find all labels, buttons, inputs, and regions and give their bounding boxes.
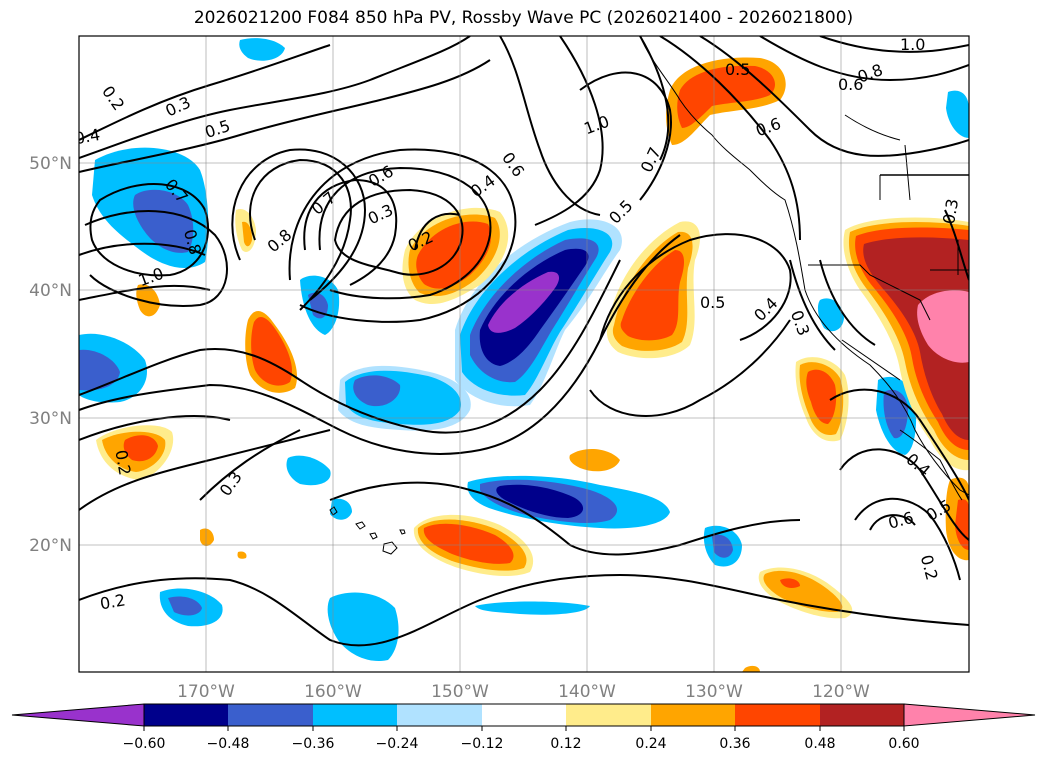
contour-label: 0.5 <box>725 60 750 79</box>
lon-label-150w: 150°W <box>431 682 489 702</box>
contour-labels: 0.2 0.3 0.4 0.5 0.5 0.6 0.7 0.8 1.0 0.7 … <box>73 35 962 613</box>
colorbar-segment <box>651 704 735 726</box>
colorbar-segment <box>820 704 904 726</box>
colorbar-segment <box>735 704 820 726</box>
map-frame <box>78 35 970 673</box>
colorbar-extend-high <box>903 703 1036 727</box>
colorbar-tick-label: 0.12 <box>550 736 581 752</box>
colorbar-segment <box>482 704 566 726</box>
lat-label-50n: 50°N <box>29 154 72 174</box>
contour-label: 0.3 <box>939 197 962 225</box>
longitude-labels: 170°W 160°W 150°W 140°W 130°W 120°W <box>177 682 870 702</box>
colorbar-tick-label: −0.24 <box>376 736 419 752</box>
contour-label: 0.6 <box>838 75 863 94</box>
colorbar-tick-label: 0.24 <box>635 736 666 752</box>
lon-label-130w: 130°W <box>685 682 743 702</box>
colorbar-segment <box>566 704 651 726</box>
latitude-labels: 50°N 40°N 30°N 20°N <box>29 154 72 556</box>
contour-label: 0.2 <box>98 590 126 613</box>
gridlines <box>79 36 969 672</box>
colorbar-tick-label: −0.60 <box>123 736 166 752</box>
lat-label-30n: 30°N <box>29 409 72 429</box>
colorbar-segment <box>313 704 397 726</box>
lon-label-170w: 170°W <box>177 682 235 702</box>
lat-label-20n: 20°N <box>29 536 72 556</box>
colorbar-tick-label: −0.36 <box>292 736 335 752</box>
colorbar: −0.60 −0.48 −0.36 −0.24 −0.12 0.12 0.24 … <box>11 703 1036 752</box>
colorbar-tick-label: 0.60 <box>888 736 919 752</box>
colorbar-segment <box>397 704 482 726</box>
colorbar-tick-label: −0.12 <box>461 736 504 752</box>
colorbar-tick-label: 0.48 <box>804 736 835 752</box>
colorbar-extend-low <box>11 703 145 727</box>
colorbar-tick-label: 0.36 <box>719 736 750 752</box>
lon-label-140w: 140°W <box>558 682 616 702</box>
contour-label: 0.5 <box>700 293 725 312</box>
contour-label: 0.2 <box>111 448 134 476</box>
lon-label-120w: 120°W <box>812 682 870 702</box>
lon-label-160w: 160°W <box>304 682 362 702</box>
pv-contours <box>79 36 969 647</box>
chart-title: 2026021200 F084 850 hPa PV, Rossby Wave … <box>193 8 854 28</box>
colorbar-segment <box>228 704 313 726</box>
map-plot-area: 0.2 0.3 0.4 0.5 0.5 0.6 0.7 0.8 1.0 0.7 … <box>73 35 969 672</box>
pv-shading <box>79 38 969 672</box>
contour-label: 1.0 <box>900 35 925 54</box>
coastlines <box>639 36 969 501</box>
colorbar-segment <box>144 704 228 726</box>
colorbar-tick-label: −0.48 <box>207 736 250 752</box>
lat-label-40n: 40°N <box>29 281 72 301</box>
contour-label: 0.4 <box>73 125 101 148</box>
